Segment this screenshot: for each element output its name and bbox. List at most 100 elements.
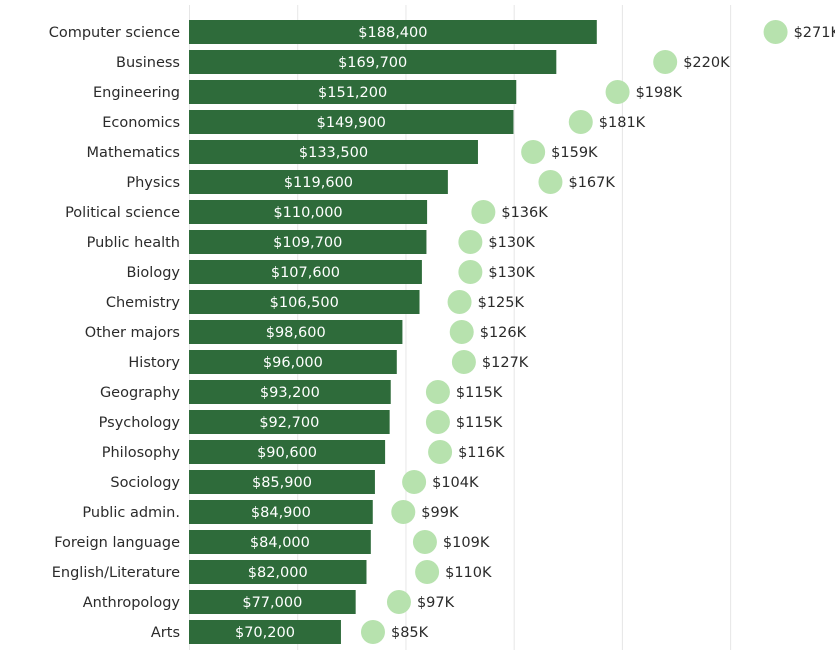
dot-value-label: $198K bbox=[636, 85, 683, 101]
bar-value-label: $96,000 bbox=[263, 355, 323, 371]
dot bbox=[428, 440, 453, 464]
dot bbox=[538, 170, 563, 194]
dot bbox=[451, 350, 476, 374]
dot-value-label: $116K bbox=[458, 445, 505, 461]
bar-value-label: $188,400 bbox=[358, 25, 427, 41]
dot bbox=[447, 290, 472, 314]
bar bbox=[189, 260, 422, 284]
bar-value-label: $109,700 bbox=[273, 235, 342, 251]
dot-value-label: $85K bbox=[391, 625, 429, 641]
bar bbox=[189, 560, 367, 584]
category-label: English/Literature bbox=[52, 565, 180, 581]
category-label: Other majors bbox=[85, 325, 180, 341]
dot-value-label: $115K bbox=[456, 415, 503, 431]
dot bbox=[425, 380, 450, 404]
bar-value-label: $84,900 bbox=[251, 505, 311, 521]
dot bbox=[415, 560, 440, 584]
dot-value-label: $99K bbox=[421, 505, 459, 521]
category-label: Physics bbox=[126, 175, 180, 191]
bar-value-label: $90,600 bbox=[257, 445, 317, 461]
dot-value-label: $104K bbox=[432, 475, 479, 491]
category-label: Public health bbox=[87, 235, 180, 251]
dot-value-label: $271K bbox=[794, 25, 835, 41]
bar-value-label: $133,500 bbox=[299, 145, 368, 161]
bar bbox=[189, 440, 386, 464]
bar bbox=[189, 290, 420, 314]
dot-value-label: $159K bbox=[551, 145, 598, 161]
category-label: History bbox=[128, 355, 180, 371]
bar bbox=[189, 470, 375, 494]
category-label: Geography bbox=[100, 385, 180, 401]
bar-value-label: $119,600 bbox=[284, 175, 353, 191]
bar-value-label: $149,900 bbox=[317, 115, 386, 131]
bar bbox=[189, 20, 597, 44]
bar bbox=[189, 380, 391, 404]
category-label: Economics bbox=[102, 115, 180, 131]
bar-value-label: $77,000 bbox=[242, 595, 302, 611]
bar-value-label: $82,000 bbox=[248, 565, 308, 581]
category-labels: Computer science Business Engineering Econo… bbox=[49, 25, 181, 641]
dot bbox=[521, 140, 546, 164]
dot bbox=[391, 500, 416, 524]
bar bbox=[189, 170, 448, 194]
dot bbox=[449, 320, 474, 344]
bars: $188,400 $169,700 $151,200 $149,900 $133,500… bbox=[189, 20, 597, 644]
bar bbox=[189, 590, 356, 614]
dot bbox=[386, 590, 411, 614]
category-label: Political science bbox=[65, 205, 180, 221]
category-label: Psychology bbox=[99, 415, 181, 431]
category-label: Arts bbox=[151, 625, 180, 641]
category-label: Biology bbox=[126, 265, 180, 281]
bar-value-label: $106,500 bbox=[270, 295, 339, 311]
bar-value-label: $92,700 bbox=[259, 415, 319, 431]
bar bbox=[189, 410, 390, 434]
dot bbox=[653, 50, 678, 74]
category-label: Foreign language bbox=[54, 535, 180, 551]
dot-value-label: $220K bbox=[683, 55, 730, 71]
bar bbox=[189, 230, 427, 254]
dot-value-label: $167K bbox=[568, 175, 615, 191]
bar bbox=[189, 80, 517, 104]
dot-value-label: $136K bbox=[501, 205, 548, 221]
bar bbox=[189, 530, 371, 554]
dot-value-label: $126K bbox=[480, 325, 527, 341]
bar bbox=[189, 320, 403, 344]
category-label: Philosophy bbox=[102, 445, 181, 461]
category-label: Anthropology bbox=[83, 595, 181, 611]
dot-value-label: $181K bbox=[599, 115, 646, 131]
dot-value-label: $110K bbox=[445, 565, 492, 581]
dot-value-label: $127K bbox=[482, 355, 529, 371]
bar-value-label: $110,000 bbox=[273, 205, 342, 221]
bar bbox=[189, 350, 397, 374]
category-label: Chemistry bbox=[106, 295, 181, 311]
category-label: Engineering bbox=[93, 85, 180, 101]
bar bbox=[189, 50, 557, 74]
dot bbox=[458, 230, 483, 254]
bar-value-label: $169,700 bbox=[338, 55, 407, 71]
dot bbox=[605, 80, 630, 104]
dot bbox=[763, 20, 788, 44]
bar-value-label: $98,600 bbox=[266, 325, 326, 341]
bar-value-label: $84,000 bbox=[250, 535, 310, 551]
category-label: Business bbox=[116, 55, 180, 71]
bar-value-label: $107,600 bbox=[271, 265, 340, 281]
dots: $271K $220K$198K $181K$159K $167K $136K $130K… bbox=[360, 20, 835, 644]
dot bbox=[402, 470, 427, 494]
category-label: Mathematics bbox=[87, 145, 180, 161]
bar-value-label: $93,200 bbox=[260, 385, 320, 401]
bar bbox=[189, 500, 373, 524]
dot bbox=[458, 260, 483, 284]
bar-value-label: $151,200 bbox=[318, 85, 387, 101]
dot-value-label: $97K bbox=[417, 595, 455, 611]
bar bbox=[189, 620, 341, 644]
bar-value-label: $70,200 bbox=[235, 625, 295, 641]
dot-value-label: $115K bbox=[456, 385, 503, 401]
dot bbox=[412, 530, 437, 554]
bar bbox=[189, 140, 478, 164]
dot-value-label: $130K bbox=[488, 265, 535, 281]
dot bbox=[568, 110, 593, 134]
dot-value-label: $130K bbox=[488, 235, 535, 251]
dot bbox=[425, 410, 450, 434]
dot-value-label: $125K bbox=[478, 295, 525, 311]
dot-value-label: $109K bbox=[443, 535, 490, 551]
